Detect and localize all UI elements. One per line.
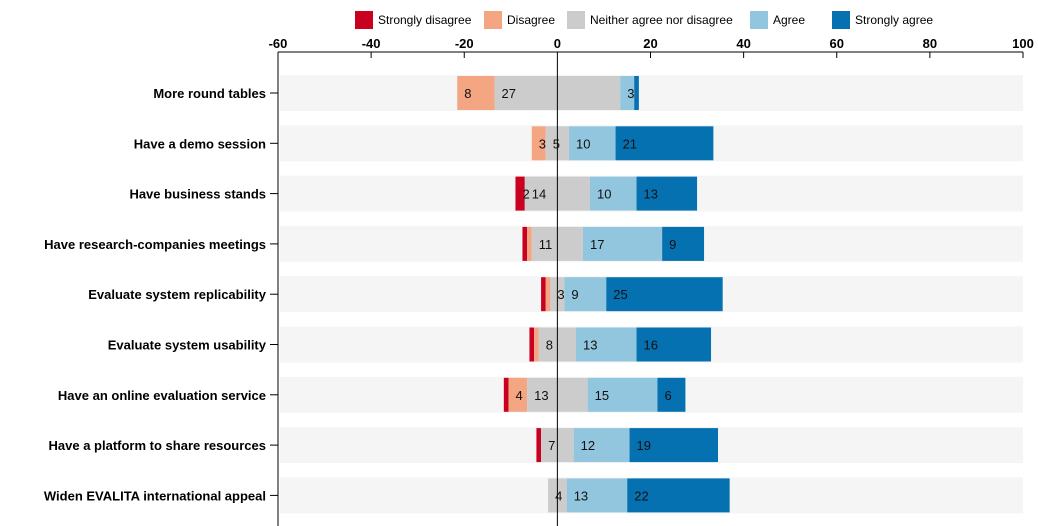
bar-segment xyxy=(527,226,532,261)
legend-swatch xyxy=(484,11,502,29)
data-label: 13 xyxy=(534,388,548,403)
category-label: Widen EVALITA international appeal xyxy=(44,488,266,503)
data-label: 4 xyxy=(515,388,522,403)
bar-segment xyxy=(634,76,639,110)
category-label: Evaluate system replicability xyxy=(88,287,267,302)
bar-segment xyxy=(508,377,528,412)
data-label: 10 xyxy=(576,136,590,151)
bar-segment xyxy=(569,126,616,161)
bar-segment xyxy=(573,428,630,463)
data-label: 8 xyxy=(464,86,471,101)
data-label: 19 xyxy=(637,438,651,453)
category-label: More round tables xyxy=(153,86,266,101)
legend-swatch xyxy=(832,11,850,29)
data-label: 5 xyxy=(553,136,560,151)
category-label: Have a demo session xyxy=(134,136,266,151)
data-label: 21 xyxy=(623,136,637,151)
legend-swatch xyxy=(750,11,768,29)
data-label: 15 xyxy=(595,388,609,403)
bar-segment xyxy=(589,176,637,211)
legend-label: Neither agree nor disagree xyxy=(590,13,733,27)
data-label: 7 xyxy=(548,438,555,453)
legend-label: Strongly disagree xyxy=(378,13,472,27)
bar-segment xyxy=(636,327,712,362)
legend-swatch xyxy=(567,11,585,29)
data-label: 6 xyxy=(664,388,671,403)
x-tick-label: 100 xyxy=(1012,36,1034,51)
data-label: 11 xyxy=(539,237,553,252)
data-label: 13 xyxy=(644,187,658,202)
legend: Strongly disagree Disagree Neither agree n… xyxy=(355,11,933,29)
category-labels: More round tables Have a demo session Have… xyxy=(44,86,278,503)
legend-item: Strongly agree xyxy=(832,11,933,29)
bar-segment xyxy=(657,377,686,412)
category-label: Have an online evaluation service xyxy=(58,388,266,403)
bar-segment xyxy=(566,478,628,513)
x-axis: -60 -40 -20 0 20 40 60 80 100 xyxy=(269,36,1034,526)
x-tick-label: 40 xyxy=(736,36,750,51)
legend-item: Disagree xyxy=(484,11,555,29)
data-label: 12 xyxy=(581,438,595,453)
bar-segment xyxy=(582,226,663,261)
bar-segment xyxy=(457,76,495,110)
legend-item: Agree xyxy=(750,11,805,29)
data-label: 22 xyxy=(634,488,648,503)
bar-segment xyxy=(627,478,730,513)
category-label: Evaluate system usability xyxy=(108,338,267,353)
bar-segment xyxy=(503,377,509,412)
category-label: Have business stands xyxy=(129,187,266,202)
legend-label: Disagree xyxy=(507,13,555,27)
bar-segment xyxy=(536,428,542,463)
x-tick-label: -40 xyxy=(362,36,381,51)
bar-segment xyxy=(515,176,525,211)
legend-swatch xyxy=(355,11,373,29)
data-label: 3 xyxy=(627,86,634,101)
data-label: 4 xyxy=(555,488,562,503)
x-tick-label: 60 xyxy=(830,36,844,51)
data-label: 3 xyxy=(557,287,564,302)
legend-item: Strongly disagree xyxy=(355,11,472,29)
bar-segment xyxy=(576,327,637,362)
bar-segment xyxy=(662,226,705,261)
legend-label: Agree xyxy=(773,13,805,27)
x-tick-label: -60 xyxy=(269,36,288,51)
data-label: 14 xyxy=(532,187,546,202)
x-tick-label: 20 xyxy=(643,36,657,51)
category-label: Have research-companies meetings xyxy=(44,237,266,252)
data-label: 10 xyxy=(597,187,611,202)
bar-segment xyxy=(606,277,723,312)
data-label: 16 xyxy=(644,338,658,353)
data-label: 27 xyxy=(502,86,516,101)
bar-segment xyxy=(541,277,546,312)
x-tick-label: 0 xyxy=(554,36,561,51)
x-tick-label: -20 xyxy=(455,36,474,51)
bar-segment xyxy=(636,176,698,211)
data-label: 2 xyxy=(522,187,529,202)
x-tick-label: 80 xyxy=(923,36,937,51)
data-label: 17 xyxy=(590,237,604,252)
category-label: Have a platform to share resources xyxy=(49,438,266,453)
legend-item: Neither agree nor disagree xyxy=(567,11,733,29)
bar-segment xyxy=(629,428,719,463)
legend-label: Strongly agree xyxy=(855,13,933,27)
bar-segment xyxy=(531,126,546,161)
bar-segment xyxy=(529,327,535,362)
bar-segment xyxy=(615,126,714,161)
row-background xyxy=(280,75,1023,111)
bar-segment xyxy=(564,277,607,312)
bar-segment xyxy=(522,226,528,261)
data-label: 8 xyxy=(546,338,553,353)
data-label: 25 xyxy=(613,287,627,302)
bar-segment xyxy=(587,377,658,412)
data-label: 13 xyxy=(574,488,588,503)
data-label: 9 xyxy=(669,237,676,252)
data-label: 3 xyxy=(539,136,546,151)
bar-segment xyxy=(534,327,539,362)
bar-segment xyxy=(620,76,635,110)
bar-segment xyxy=(545,277,551,312)
data-label: 9 xyxy=(571,287,578,302)
data-label: 13 xyxy=(583,338,597,353)
